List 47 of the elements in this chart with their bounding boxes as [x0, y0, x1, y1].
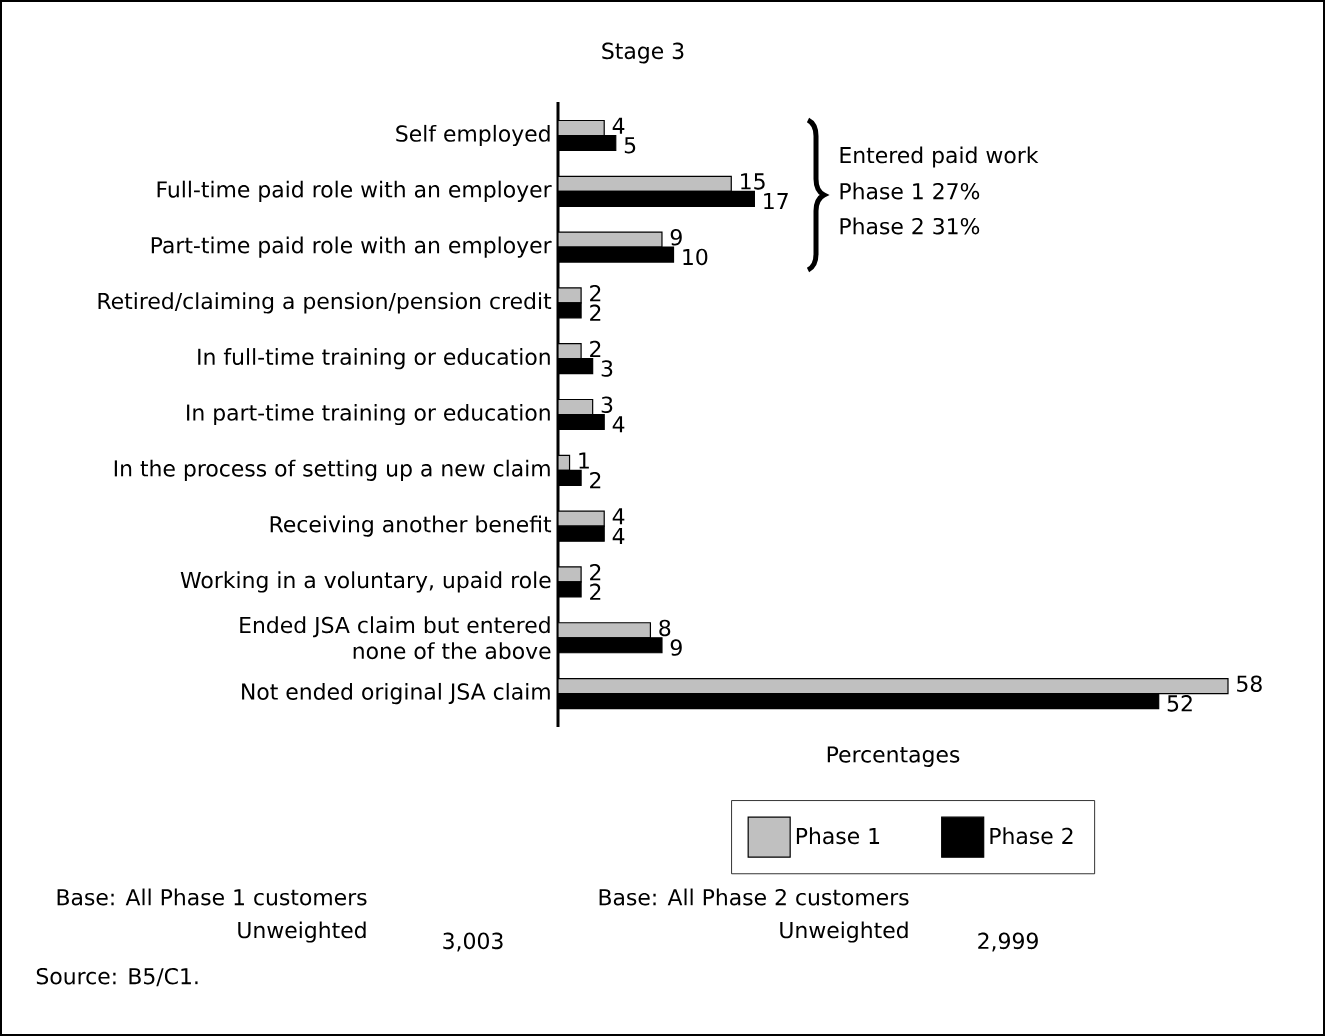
y-tick-label: In the process of setting up a new claim — [114, 459, 550, 481]
data-label: 5 — [624, 137, 636, 154]
data-label: 4 — [612, 527, 625, 544]
text: 2,999 — [978, 932, 1038, 952]
y-tick-label: Full-time paid role with an employer — [157, 180, 552, 202]
data-label: 8 — [659, 619, 671, 637]
data-label: 4 — [612, 508, 625, 525]
chart-title: Stage 3 — [602, 42, 684, 64]
y-tick-label: Working in a voluntary, upaid role — [180, 571, 551, 593]
data-label: 52 — [1167, 695, 1192, 712]
data-label: 2 — [590, 304, 601, 321]
y-tick-label: Not ended original JSA claim — [242, 682, 550, 705]
text: Base: All Phase 2 customers — [599, 888, 909, 906]
text: 3,003 — [443, 932, 503, 952]
legend-label: Phase 1 — [796, 827, 880, 845]
legend-label: Phase 2 — [990, 827, 1073, 845]
annotation: Phase 2 31% — [840, 217, 980, 235]
text: Unweighted — [780, 921, 908, 943]
data-label: 2 — [590, 583, 601, 600]
data-label: 4 — [612, 416, 625, 433]
data-label: 2 — [590, 472, 601, 489]
data-label: 15 — [741, 173, 765, 190]
y-tick-label: Ended JSA claim but entered none of the above — [240, 616, 551, 660]
data-label: 9 — [670, 639, 682, 656]
data-label: 9 — [670, 229, 682, 246]
annotation: Entered paid work — [840, 146, 1039, 168]
text: Base: All Phase 1 customers — [57, 888, 367, 906]
y-tick-label: Receiving another benefit — [270, 515, 552, 537]
text: Unweighted — [238, 921, 366, 943]
data-label: 3 — [601, 396, 613, 413]
data-label: 2 — [590, 284, 601, 302]
data-label: 58 — [1237, 675, 1262, 693]
data-label: 17 — [764, 193, 788, 210]
y-tick-label: In full-time training or education — [198, 348, 550, 370]
annotation: Phase 1 27% — [840, 182, 980, 200]
x-axis-title: Percentages — [827, 746, 960, 767]
data-label: 4 — [612, 117, 625, 134]
source-note: Source: B5/C1. — [36, 967, 198, 987]
data-label: 3 — [601, 360, 613, 377]
data-label: 2 — [590, 340, 601, 358]
y-tick-label: In part-time training or education — [187, 403, 550, 426]
y-tick-label: Part-time paid role with an employer — [151, 236, 552, 258]
y-tick-label: Self employed — [396, 124, 550, 147]
y-tick-label: Retired/claiming a pension/pension credit — [98, 292, 552, 314]
data-label: 2 — [590, 564, 601, 581]
data-label: 1 — [579, 452, 589, 469]
data-label: 10 — [683, 248, 708, 266]
